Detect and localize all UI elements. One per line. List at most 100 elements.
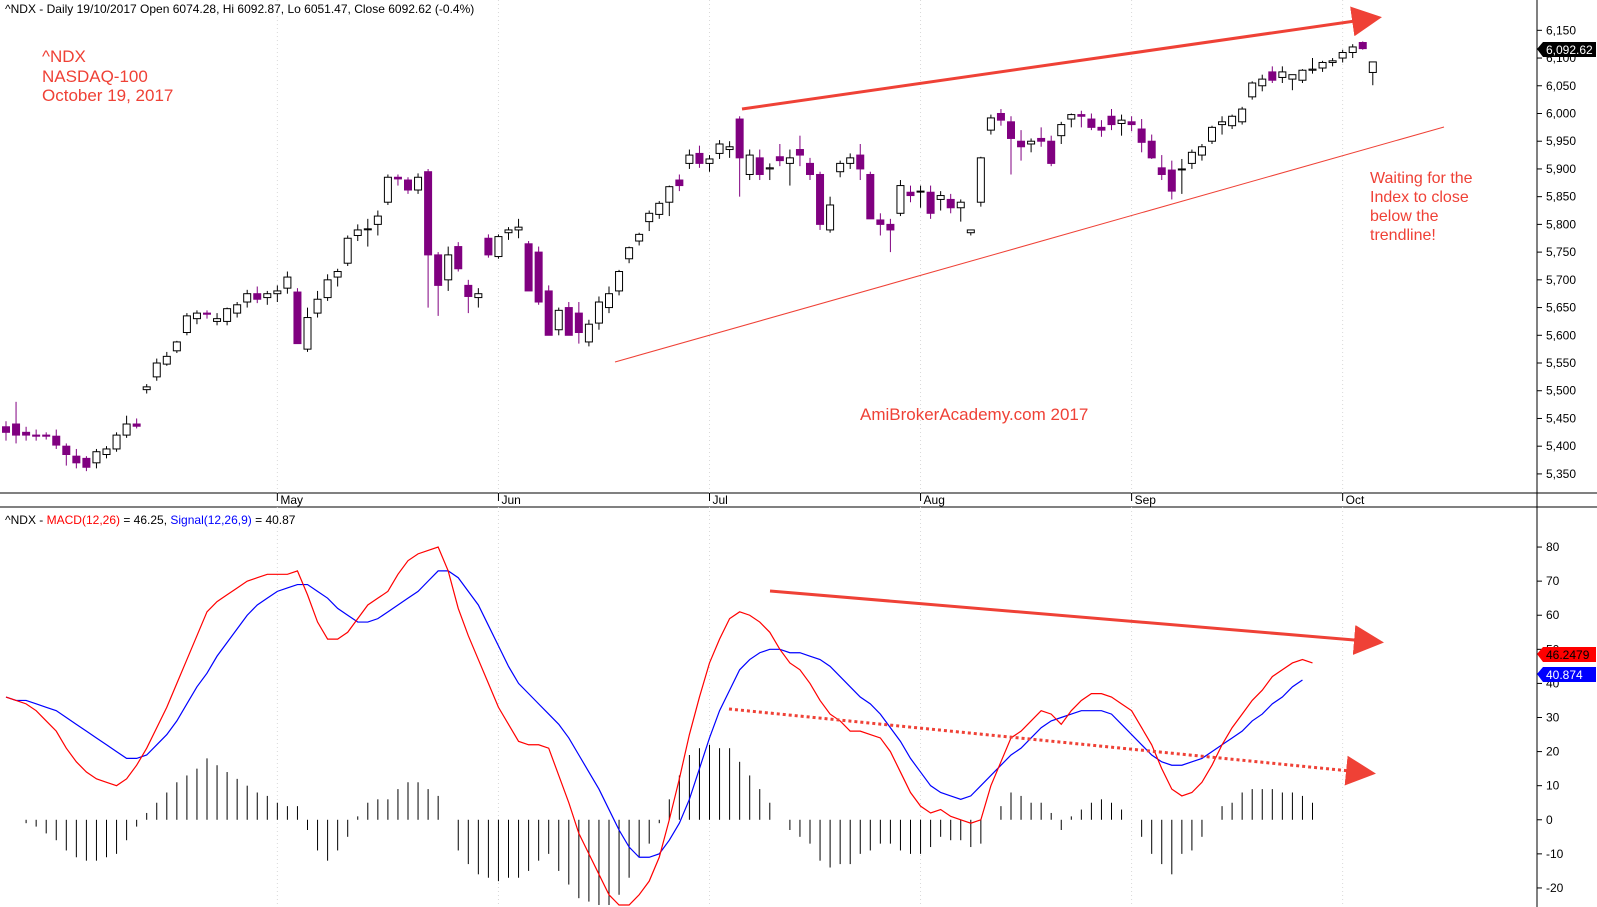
candle-body (283, 276, 292, 289)
candle-body (343, 237, 352, 264)
candle-body (1127, 121, 1136, 126)
candle-body (42, 434, 51, 437)
price-panel-title: ^NDX - Daily 19/10/2017 Open 6074.28, Hi… (5, 2, 474, 16)
candle-body (1177, 168, 1186, 171)
candle-body (72, 455, 81, 464)
price-tick-label: 5,900 (1546, 162, 1576, 176)
price-tick-label: 6,000 (1546, 106, 1576, 120)
candle-body (1218, 121, 1227, 126)
candle-body (92, 451, 101, 464)
candle-body (1338, 51, 1347, 59)
candle-body (544, 290, 553, 336)
price-tick-label: 5,500 (1546, 384, 1576, 398)
candle-body (986, 117, 995, 131)
note-line-1: Waiting for the (1370, 170, 1473, 187)
candle-body (755, 157, 764, 175)
price-tick-label: 5,350 (1546, 467, 1576, 481)
macd-badge: 46.2479 (1537, 647, 1596, 662)
price-tick-label: 6,050 (1546, 79, 1576, 93)
candle-body (906, 191, 915, 197)
candle-body (22, 431, 31, 436)
candle-body (62, 445, 71, 456)
price-tick-label: 5,800 (1546, 217, 1576, 231)
candle-body (353, 229, 362, 236)
candle-body (1187, 151, 1196, 164)
candle-body (213, 318, 222, 322)
candle-body (32, 434, 41, 437)
candle-body (1077, 114, 1086, 117)
candle-body (454, 246, 463, 270)
price-tick-label: 5,950 (1546, 134, 1576, 148)
candle-body (1268, 71, 1277, 81)
macd-tick-label: 20 (1546, 745, 1560, 759)
month-tick-label: May (280, 493, 303, 507)
candle-body (434, 254, 443, 286)
candle-body (1318, 61, 1327, 69)
index-name-annotation: NASDAQ-100 (42, 67, 148, 86)
candle-body (1087, 118, 1096, 128)
candle-body (253, 293, 262, 300)
candle-body (705, 158, 714, 164)
candle-body (1047, 140, 1056, 164)
candle-body (1298, 69, 1307, 81)
candle-body (112, 434, 121, 450)
macd-axis-ticks: 80706050403020100-10-20 (1537, 540, 1564, 895)
candle-body (1197, 146, 1206, 156)
candle-body (816, 173, 825, 225)
macd-histogram-series (25, 744, 1313, 905)
macd-prefix-text: ^NDX - (5, 513, 47, 527)
candle-body (273, 290, 282, 295)
candle-body (414, 176, 423, 191)
candle-body (1348, 46, 1357, 53)
macd-tick-label: 10 (1546, 779, 1560, 793)
candle-body (1057, 124, 1066, 137)
candle-body (333, 271, 342, 278)
candle-body (132, 423, 141, 427)
candle-body (182, 315, 191, 334)
candle-body (1027, 140, 1036, 145)
candle-body (896, 185, 905, 214)
candle-body (806, 162, 814, 175)
candle-body (192, 312, 201, 320)
price-tick-label: 5,550 (1546, 356, 1576, 370)
candle-body (745, 154, 754, 175)
price-tick-label: 5,600 (1546, 328, 1576, 342)
signal-line-series (5, 570, 1303, 858)
candle-body (695, 152, 704, 164)
signal-badge-text: 40.874 (1546, 668, 1583, 682)
candle-body (1208, 126, 1216, 142)
macd-line (5, 546, 1313, 906)
candle-body (1228, 115, 1237, 127)
candle-body (303, 317, 312, 350)
candle-body (152, 362, 161, 378)
price-tick-label: 5,650 (1546, 301, 1576, 315)
candle-body (605, 293, 613, 309)
candle-body (976, 157, 985, 203)
symbol-annotation: ^NDX (42, 47, 86, 66)
candle-body (846, 157, 855, 164)
signal-line (5, 570, 1303, 858)
candle-body (203, 312, 211, 315)
candle-body (765, 167, 774, 170)
candle-body (393, 176, 402, 180)
candle-body (82, 457, 91, 468)
month-axis-labels: May Jun Jul Aug Sep Oct (276, 493, 1365, 507)
signal-legend-label: Signal(12,26,9) (170, 513, 251, 527)
watermark-text: AmiBrokerAcademy.com 2017 (860, 405, 1088, 424)
month-tick-label: Jun (501, 493, 520, 507)
candle-body (142, 386, 151, 391)
macd-legend-label: MACD(12,26) (47, 513, 120, 527)
candle-body (494, 236, 503, 258)
candle-body (172, 341, 181, 352)
candle-body (675, 179, 684, 187)
candle-body (625, 247, 634, 260)
candle-body (685, 154, 694, 164)
candle-body (1117, 119, 1126, 124)
candle-body (313, 298, 322, 314)
month-tick-label: Oct (1346, 493, 1365, 507)
candle-body (383, 176, 392, 203)
candle-body (2, 426, 10, 433)
candle-body (233, 304, 242, 314)
candle-body (715, 143, 724, 154)
